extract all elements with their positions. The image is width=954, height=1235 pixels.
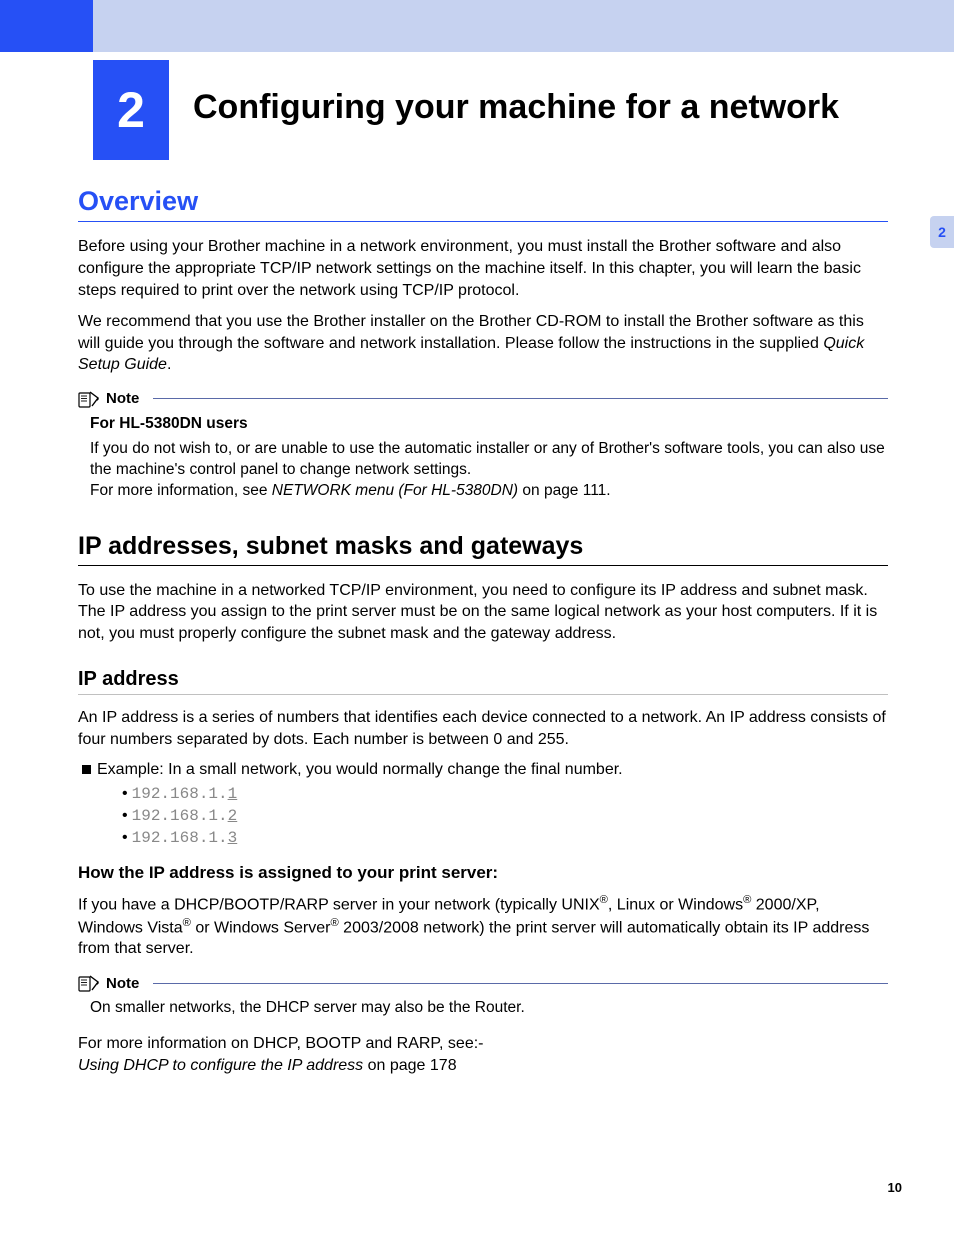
note-rule-2 (153, 983, 888, 984)
footer-line2-italic: Using DHCP to configure the IP address (78, 1057, 363, 1074)
ip-item-1: •192.168.1.1 (122, 785, 888, 803)
ip-list: •192.168.1.1 •192.168.1.2 •192.168.1.3 (122, 785, 888, 847)
ip-last-2: 2 (228, 807, 238, 825)
ip-address-p1: An IP address is a series of numbers tha… (78, 707, 888, 750)
footer-para: For more information on DHCP, BOOTP and … (78, 1033, 888, 1076)
note-label-1: Note (106, 390, 139, 407)
ip-prefix-1: 192.168.1. (132, 785, 228, 803)
overview-heading: Overview (78, 185, 888, 222)
note-block-2: Note On smaller networks, the DHCP serve… (78, 974, 888, 1019)
chapter-row: 2 Configuring your machine for a network (93, 60, 954, 160)
note1-line1: If you do not wish to, or are unable to … (90, 440, 885, 478)
page-content: Overview Before using your Brother machi… (78, 185, 888, 1086)
header-light-block (93, 0, 954, 52)
example-line: Example: In a small network, you would n… (82, 761, 888, 779)
chapter-title: Configuring your machine for a network (193, 88, 839, 127)
header-band (0, 0, 954, 52)
ip-prefix-3: 192.168.1. (132, 829, 228, 847)
assignment-p1: If you have a DHCP/BOOTP/RARP server in … (78, 893, 888, 960)
note-body-1: For HL-5380DN users If you do not wish t… (78, 414, 888, 502)
assignment-heading: How the IP address is assigned to your p… (78, 863, 888, 883)
note-block-1: Note For HL-5380DN users If you do not w… (78, 390, 888, 502)
ip-last-1: 1 (228, 785, 238, 803)
note1-bold: For HL-5380DN users (90, 414, 888, 435)
footer-line1: For more information on DHCP, BOOTP and … (78, 1035, 484, 1052)
note-icon (78, 390, 100, 408)
overview-p1: Before using your Brother machine in a n… (78, 236, 888, 301)
note-head-2: Note (78, 974, 888, 992)
ip-section-heading: IP addresses, subnet masks and gateways (78, 532, 888, 566)
overview-p2-a: We recommend that you use the Brother in… (78, 313, 864, 352)
ip-last-3: 3 (228, 829, 238, 847)
ip-address-heading: IP address (78, 668, 888, 695)
note-body-2: On smaller networks, the DHCP server may… (78, 998, 888, 1019)
note-label-2: Note (106, 975, 139, 992)
example-label: Example: In a small network, you would n… (97, 761, 623, 778)
note-icon (78, 974, 100, 992)
footer-line2-tail: on page 178 (363, 1057, 456, 1074)
ip-item-2: •192.168.1.2 (122, 807, 888, 825)
note1-line2a: For more information, see (90, 482, 272, 499)
side-tab: 2 (930, 216, 954, 248)
chapter-number-badge: 2 (93, 60, 169, 160)
note-rule-1 (153, 398, 888, 399)
note1-line2c: on page 111. (518, 482, 611, 499)
note1-line2b: NETWORK menu (For HL-5380DN) (272, 482, 518, 499)
header-blue-block (0, 0, 93, 52)
ip-item-3: •192.168.1.3 (122, 829, 888, 847)
overview-p2: We recommend that you use the Brother in… (78, 311, 888, 376)
page-number: 10 (888, 1180, 902, 1195)
ip-prefix-2: 192.168.1. (132, 807, 228, 825)
square-bullet-icon (82, 765, 91, 774)
ip-section-p1: To use the machine in a networked TCP/IP… (78, 580, 888, 645)
note-head-1: Note (78, 390, 888, 408)
overview-p2-c: . (167, 356, 171, 373)
